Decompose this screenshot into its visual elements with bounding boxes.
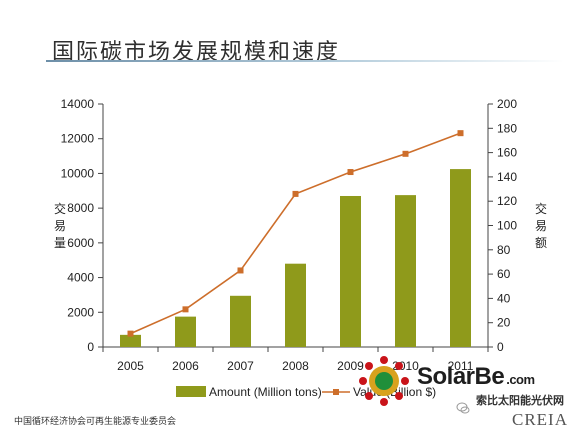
left-tick-label: 10000 bbox=[61, 166, 95, 180]
right-tick-label: 0 bbox=[497, 340, 504, 354]
line-point-value bbox=[402, 150, 409, 157]
bar-amount bbox=[175, 316, 196, 347]
x-tick-label: 2007 bbox=[227, 359, 254, 373]
y2-axis-title-char: 额 bbox=[535, 236, 547, 250]
x-tick-label: 2009 bbox=[337, 359, 364, 373]
bar-amount bbox=[395, 195, 416, 347]
left-tick-label: 0 bbox=[87, 340, 94, 354]
solarbe-logo-icon bbox=[359, 356, 409, 406]
left-tick-label: 2000 bbox=[67, 305, 94, 319]
y-axis-title-char: 易 bbox=[54, 219, 66, 233]
creia-logo: CREIA bbox=[512, 410, 568, 429]
right-tick-label: 200 bbox=[497, 97, 517, 111]
left-tick-label: 14000 bbox=[61, 97, 95, 111]
line-point-value bbox=[292, 190, 299, 197]
line-point-value bbox=[182, 306, 189, 313]
bar-amount bbox=[120, 334, 141, 347]
line-point-value bbox=[127, 330, 134, 337]
y2-axis-title-char: 易 bbox=[535, 219, 547, 233]
x-tick-label: 2011 bbox=[448, 359, 474, 373]
x-tick-label: 2005 bbox=[117, 359, 144, 373]
bar-amount bbox=[230, 295, 251, 347]
line-point-value bbox=[237, 267, 244, 274]
left-tick-label: 8000 bbox=[67, 201, 94, 215]
right-tick-label: 120 bbox=[497, 194, 517, 208]
right-tick-label: 160 bbox=[497, 146, 517, 160]
wechat-icon bbox=[456, 402, 470, 414]
left-tick-label: 12000 bbox=[61, 132, 95, 146]
y-axis-title-char: 量 bbox=[54, 236, 66, 250]
x-tick-label: 2006 bbox=[172, 359, 199, 373]
bar-amount bbox=[450, 169, 471, 347]
right-tick-label: 100 bbox=[497, 219, 517, 233]
right-tick-label: 20 bbox=[497, 316, 511, 330]
right-tick-label: 80 bbox=[497, 243, 511, 257]
bar-amount bbox=[285, 263, 306, 347]
watermark-brand: SolarBe .com bbox=[417, 363, 535, 390]
legend-label-amount: Amount (Million tons) bbox=[209, 385, 322, 399]
left-tick-label: 4000 bbox=[67, 271, 94, 285]
y2-axis-title-char: 交 bbox=[535, 201, 547, 216]
right-tick-label: 180 bbox=[497, 121, 517, 135]
y-axis-title-char: 交 bbox=[54, 201, 66, 216]
right-tick-label: 40 bbox=[497, 291, 511, 305]
legend-swatch-amount bbox=[176, 386, 206, 397]
title-divider bbox=[46, 60, 564, 62]
right-tick-label: 60 bbox=[497, 267, 511, 281]
right-tick-label: 140 bbox=[497, 170, 517, 184]
line-point-value bbox=[347, 169, 354, 176]
x-tick-label: 2008 bbox=[282, 359, 309, 373]
footer-organization: 中国循环经济协会可再生能源专业委员会 bbox=[14, 417, 177, 427]
bar-amount bbox=[340, 195, 361, 347]
line-point-value bbox=[457, 130, 464, 137]
legend-swatch-value-marker bbox=[333, 389, 339, 395]
left-tick-label: 6000 bbox=[67, 236, 94, 250]
watermark-subtitle: 索比太阳能光伏网 bbox=[476, 394, 564, 407]
